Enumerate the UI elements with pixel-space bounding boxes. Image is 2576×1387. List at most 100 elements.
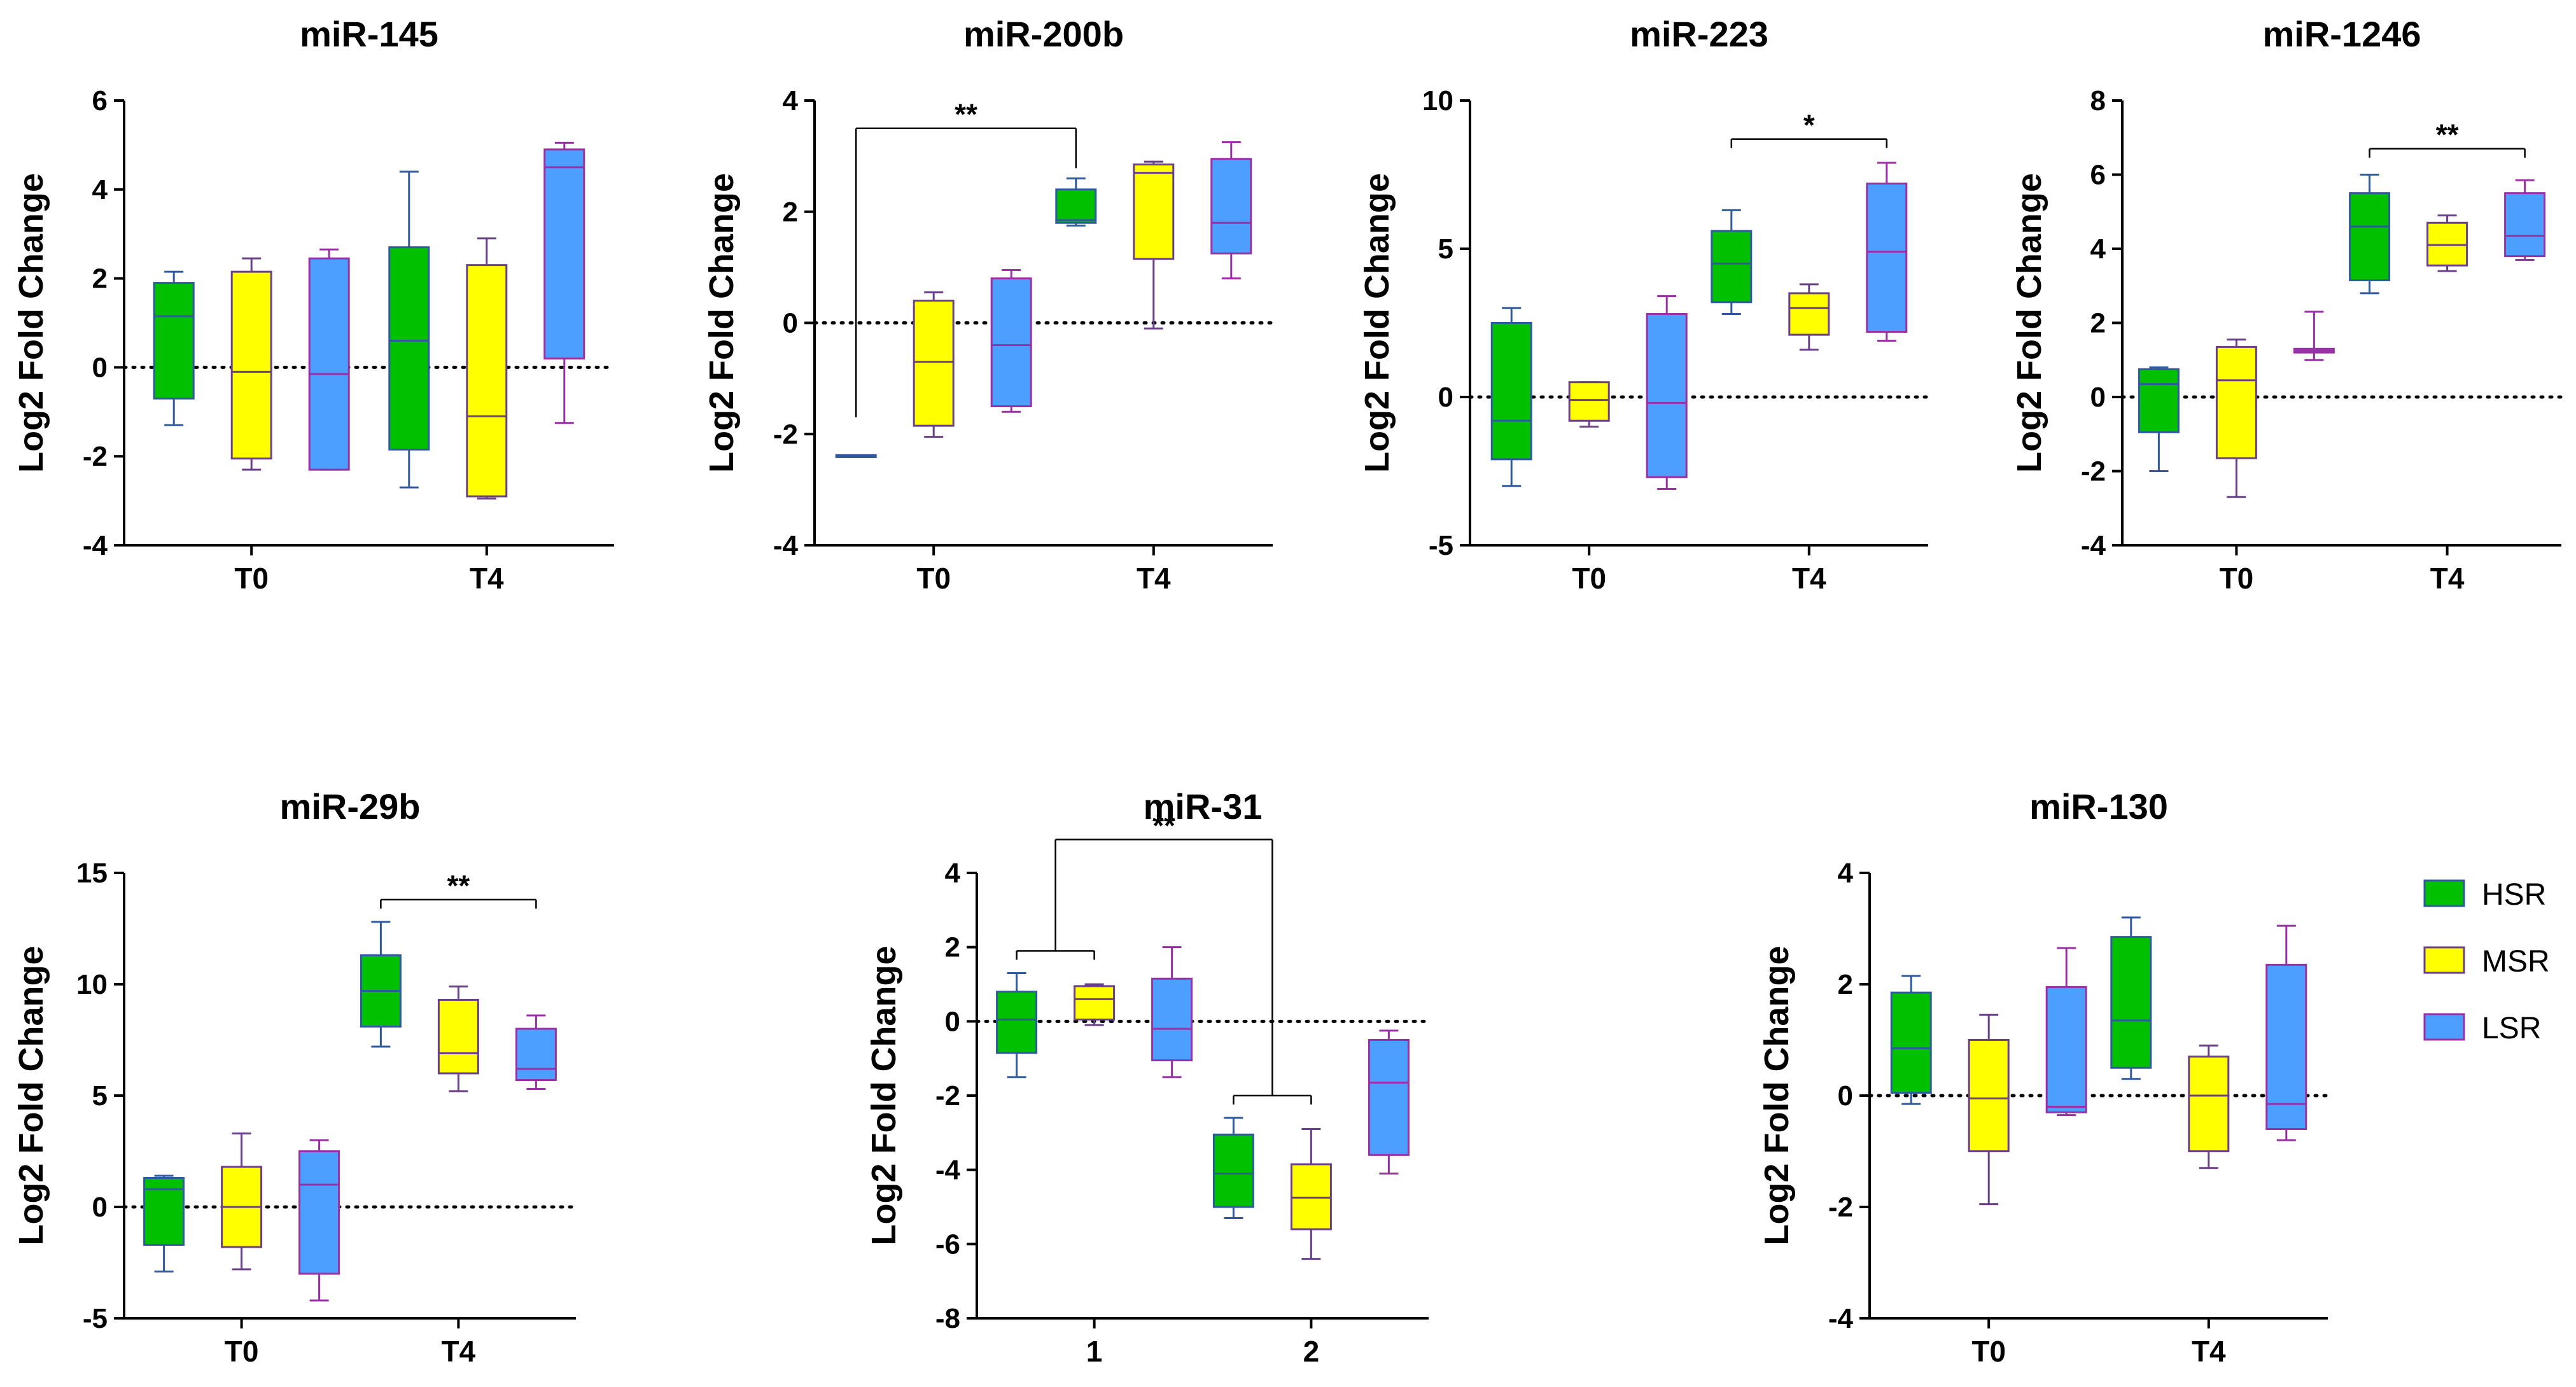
panel-title: miR-145	[300, 14, 438, 54]
legend-label: LSR	[2482, 1012, 2541, 1045]
y-axis-label: Log2 Fold Change	[1758, 946, 1796, 1246]
y-tick-label: 2	[945, 932, 960, 963]
y-tick-label: 4	[1838, 858, 1854, 889]
y-tick-label: 2	[783, 197, 798, 228]
box-body	[1646, 313, 1688, 478]
x-tick-label: T0	[1971, 1335, 2006, 1368]
chart-panel-mir-130: miR-130 Log2 Fold Change -4 -2 0 2 4 T0 T4	[1758, 786, 2330, 1368]
y-tick-label: -4	[773, 530, 799, 561]
box-msr-t0	[913, 291, 955, 438]
chart-panel-mir-223: miR-223 Log2 Fold Change -5 0 5 10 T0 T4 *	[1358, 14, 1930, 595]
box-lsr-t4	[2265, 924, 2307, 1141]
box-msr-1	[1074, 983, 1116, 1026]
box-msr-t0	[230, 257, 272, 471]
y-tick-label: -4	[83, 530, 108, 561]
box-hsr-t4	[1055, 177, 1097, 227]
y-axis-label: Log2 Fold Change	[865, 946, 903, 1246]
y-axis-label: Log2 Fold Change	[2010, 173, 2048, 473]
box-body	[2138, 368, 2180, 433]
box-lsr-t0	[308, 248, 350, 471]
box-body	[153, 282, 195, 400]
y-tick-label: 6	[2090, 160, 2106, 191]
x-tick-label: T4	[1792, 562, 1826, 595]
significance-stars: **	[447, 869, 470, 902]
box-hsr-t0	[1890, 975, 1932, 1105]
panel-title: miR-31	[1144, 786, 1263, 826]
x-tick-label: T0	[225, 1335, 259, 1368]
chart-panel-mir-31: miR-31 Log2 Fold Change -8 -6 -4 -2 0 2 4 1 2 **	[865, 786, 1431, 1368]
x-tick-label: T0	[916, 562, 951, 595]
significance-stars: **	[2436, 118, 2459, 151]
box-body	[2045, 986, 2087, 1113]
box-lsr-t0	[1646, 295, 1688, 490]
x-tick-label: T4	[470, 562, 504, 595]
box-lsr-t4	[1210, 141, 1252, 280]
y-tick-label: -2	[83, 441, 108, 472]
significance-annotation: **	[855, 98, 1077, 418]
y-axis-label: Log2 Fold Change	[12, 946, 50, 1246]
y-tick-label: -2	[773, 419, 798, 450]
y-tick-label: 4	[2090, 233, 2106, 265]
box-body	[1212, 1133, 1254, 1208]
box-body	[2504, 192, 2546, 258]
y-tick-label: -5	[1429, 530, 1453, 561]
box-hsr-t0	[835, 454, 877, 458]
y-tick-label: -2	[1828, 1192, 1853, 1223]
box-msr-t4	[466, 237, 508, 500]
y-tick-label: 2	[2090, 308, 2106, 339]
box-hsr-t0	[2138, 366, 2180, 472]
y-tick-label: 4	[783, 85, 799, 116]
significance-annotation: *	[1730, 109, 1888, 148]
legend-swatch	[2423, 946, 2465, 974]
x-tick-label: T4	[2192, 1335, 2226, 1368]
panels-layer: miR-145 Log2 Fold Change -4 -2 0 2 4 6 T0 T4 miR-2…	[12, 14, 2563, 1368]
box-lsr-t4	[543, 141, 585, 424]
y-tick-label: -6	[935, 1229, 960, 1260]
box-msr-2	[1290, 1128, 1332, 1260]
y-tick-label: 2	[1838, 969, 1853, 1000]
y-tick-label: 0	[1838, 1080, 1853, 1112]
box-msr-t4	[1788, 283, 1830, 351]
x-tick-label: 1	[1086, 1335, 1103, 1368]
box-body	[1568, 381, 1610, 422]
y-tick-label: 5	[92, 1080, 108, 1112]
box-body	[308, 257, 350, 471]
box-hsr-t0	[153, 270, 195, 426]
box-body	[1133, 163, 1175, 260]
box-hsr-2	[1212, 1117, 1254, 1219]
y-tick-label: 4	[92, 174, 108, 206]
box-body	[298, 1150, 340, 1275]
significance-stars: *	[1803, 109, 1815, 142]
y-tick-label: 2	[92, 263, 108, 295]
box-body	[2265, 963, 2307, 1130]
x-tick-label: 2	[1303, 1335, 1320, 1368]
box-body	[543, 148, 585, 359]
significance-annotation: **	[2369, 118, 2526, 158]
box-lsr-t4	[1866, 162, 1908, 342]
box-msr-t4	[437, 986, 479, 1092]
box-hsr-t4	[2110, 916, 2152, 1080]
chart-panel-mir-145: miR-145 Log2 Fold Change -4 -2 0 2 4 6 T0 T4	[12, 14, 616, 595]
significance-annotation: **	[380, 869, 537, 909]
panel-title: miR-223	[1630, 14, 1768, 54]
box-body	[913, 300, 955, 427]
box-body	[1890, 991, 1932, 1094]
box-body	[990, 277, 1032, 408]
chart-panel-mir-29b: miR-29b Log2 Fold Change -5 0 5 10 15 T0 T4 **	[12, 786, 578, 1368]
box-lsr-t0	[2045, 947, 2087, 1117]
box-hsr-t0	[143, 1174, 185, 1272]
panel-title: miR-29b	[280, 786, 421, 826]
y-tick-label: -8	[935, 1303, 960, 1334]
y-axis-label: Log2 Fold Change	[1358, 173, 1396, 473]
box-msr-t4	[2426, 214, 2468, 272]
box-body	[1074, 985, 1116, 1021]
box-msr-t0	[2215, 338, 2257, 498]
box-body	[515, 1028, 557, 1081]
box-body	[1788, 292, 1830, 336]
legend-item-lsr: LSR	[2423, 1012, 2541, 1045]
box-lsr-t0	[298, 1139, 340, 1302]
chart-panel-mir-1246: miR-1246 Log2 Fold Change -4 -2 0 2 4 6 8 T0 T4 **	[2010, 14, 2563, 595]
box-lsr-t4	[2504, 179, 2546, 261]
